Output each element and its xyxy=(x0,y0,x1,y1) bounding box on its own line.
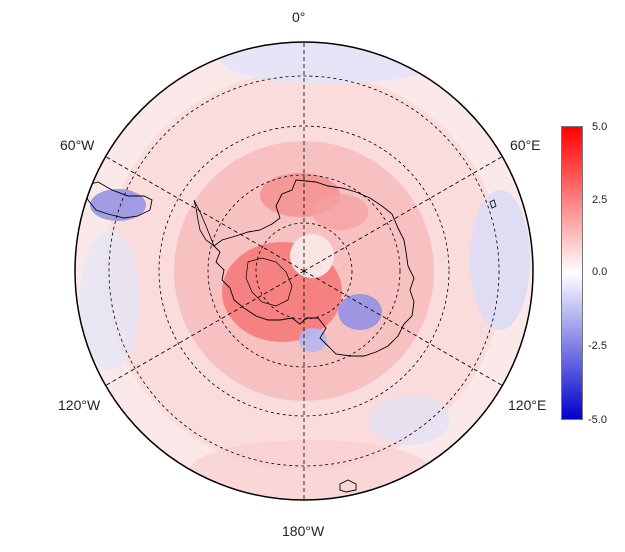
cool-anomaly-lower-right xyxy=(370,395,450,445)
meridian-line xyxy=(303,156,503,272)
colorbar-tick-label: 0.0 xyxy=(592,266,608,278)
colorbar-tick-label: 5.0 xyxy=(592,121,608,133)
cool-anomaly-ross-sea xyxy=(299,328,327,352)
longitude-label-upper-right: 60°E xyxy=(510,137,541,153)
map-boundary xyxy=(74,41,534,501)
south-america-coastline xyxy=(83,181,153,219)
antarctic-peninsula-coastline xyxy=(193,199,215,248)
cool-anomaly-right xyxy=(470,190,530,330)
meridian-line xyxy=(105,156,305,272)
cool-anomaly-left xyxy=(80,230,140,370)
new-zealand-coastline xyxy=(339,479,357,493)
meridian-line xyxy=(303,270,503,386)
meridian-line xyxy=(105,270,305,386)
longitude-label-lower-left: 120°W xyxy=(58,397,101,413)
colorbar-tick-label: -2.5 xyxy=(588,340,607,352)
ice-shelf-outline xyxy=(245,257,293,307)
island-coastline xyxy=(489,199,497,209)
warm-anomaly-east xyxy=(312,194,368,230)
antarctica-coastline xyxy=(213,179,415,357)
colorbar-tick-label: -5.0 xyxy=(588,414,607,426)
pole-neutral xyxy=(290,234,334,278)
cool-anomaly-east-antarctica xyxy=(338,294,382,330)
meridian-lines xyxy=(105,42,503,500)
longitude-label-upper-left: 60°W xyxy=(60,137,95,153)
longitude-label-lower-right: 120°E xyxy=(508,397,547,413)
latitude-circle xyxy=(108,75,500,467)
latitude-circle xyxy=(207,174,401,368)
latitude-circle xyxy=(255,222,353,320)
latitude-circle xyxy=(158,125,450,417)
colorbar xyxy=(561,126,583,420)
longitude-label-top: 0° xyxy=(292,9,306,25)
longitude-label-bottom: 180°W xyxy=(282,523,325,539)
colorbar-tick-label: 2.5 xyxy=(592,194,608,206)
warm-anomaly-bottom xyxy=(190,440,430,500)
